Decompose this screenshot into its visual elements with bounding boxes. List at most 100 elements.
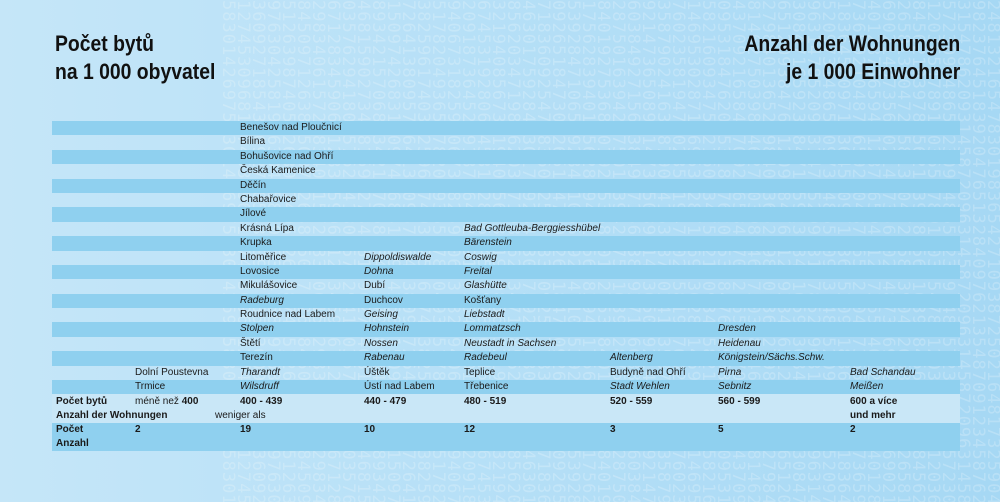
municipality-name: Bad Schandau (850, 366, 916, 378)
municipality-name: Štětí (240, 337, 261, 349)
municipality-name: Liebstadt (464, 309, 505, 321)
municipality-name: Hohnstein (364, 323, 410, 335)
municipality-name: Stadt Wehlen (610, 381, 670, 393)
municipality-table: Benešov nad Ploučnicí Bílina Bohušovice na… (52, 121, 960, 395)
municipality-name: Coswig (464, 251, 497, 263)
municipality-name: Radeburg (240, 294, 284, 306)
count-value-4: 3 (610, 424, 616, 435)
count-label-de: Anzahl (56, 438, 89, 449)
municipality-name: Lovosice (240, 265, 280, 277)
municipality-name: Geising (364, 309, 398, 321)
table-row: Radeburg Duchcov Košťany (52, 293, 960, 309)
municipality-name: Rabenau (364, 352, 405, 364)
table-row: Česká Kamenice (52, 164, 960, 178)
municipality-name: Altenberg (610, 352, 653, 364)
municipality-name: Dohna (364, 265, 394, 277)
count-value-1: 19 (240, 424, 252, 435)
title-german-line-1: Anzahl der Wohnungen (744, 31, 960, 56)
municipality-name: Freital (464, 265, 492, 277)
count-row: Počet Anzahl 2 19 10 12 3 5 2 (52, 423, 960, 451)
municipality-name: Litoměřice (240, 251, 287, 263)
municipality-name: Duchcov (364, 294, 403, 306)
municipality-name: Dolní Poustevna (135, 366, 209, 378)
table-row: Benešov nad Ploučnicí (52, 121, 960, 136)
count-label-cz: Počet (56, 424, 84, 435)
table-row: Mikulášovice Dubí Glashütte (52, 279, 960, 293)
table-row: Terezín Rabenau Radebeul Altenberg Königstei… (52, 351, 960, 366)
municipality-name: Lommatzsch (464, 323, 521, 335)
municipality-name: Třebenice (464, 381, 509, 393)
municipality-name: Dippoldiswalde (364, 251, 432, 263)
count-value-6: 2 (850, 424, 856, 435)
table-row: Roudnice nad Labem Geising Liebstadt (52, 308, 960, 322)
municipality-name: Jílové (240, 208, 267, 220)
range-0-label: méně než 400 (135, 395, 198, 409)
municipality-name: Bílina (240, 136, 266, 148)
count-value-0: 2 (135, 424, 141, 435)
table-row: Lovosice Dohna Freital (52, 264, 960, 280)
municipality-name: Mikulášovice (240, 280, 298, 292)
municipality-name: Krásná Lípa (240, 222, 294, 234)
header-label-de: Anzahl der Wohnungen (56, 410, 168, 421)
municipality-name: Tharandt (240, 366, 281, 378)
municipality-name: Děčín (240, 179, 267, 191)
range-4-label: 520 - 559 (610, 396, 653, 407)
municipality-name: Teplice (464, 366, 496, 378)
table-row: Chabařovice (52, 193, 960, 207)
range-0-label-de: weniger als (215, 410, 266, 421)
range-0-text-a: méně než (135, 396, 179, 407)
table-row: Trmice Wilsdruff Ústí nad Labem Třebenice St… (52, 380, 960, 395)
municipality-name: Radebeul (464, 352, 507, 364)
municipality-name: Bad Gottleuba-Berggiesshübel (464, 222, 601, 234)
municipality-name: Pirna (718, 366, 742, 378)
municipality-name: Krupka (240, 237, 272, 249)
municipality-name: Wilsdruff (240, 381, 279, 393)
table-row: Bílina (52, 135, 960, 149)
municipality-name: Terezín (240, 352, 273, 364)
table-row: Litoměřice Dippoldiswalde Coswig (52, 251, 960, 265)
municipality-name: Meißen (850, 381, 884, 393)
table-row: Krásná Lípa Bad Gottleuba-Berggiesshübel (52, 222, 960, 236)
municipality-name: Budyně nad Ohří (610, 366, 686, 378)
table-row: Stolpen Hohnstein Lommatzsch Dresden (52, 322, 960, 337)
count-value-3: 12 (464, 424, 476, 435)
title-czech-line-2: na 1 000 obyvatel (55, 59, 216, 84)
municipality-name: Sebnitz (718, 381, 752, 393)
municipality-name: Dubí (364, 280, 386, 292)
title-german: Anzahl der Wohnungen je 1 000 Einwohner (744, 30, 960, 86)
title-german-line-2: je 1 000 Einwohner (785, 59, 960, 84)
municipality-name: Česká Kamenice (240, 165, 316, 177)
title-czech-line-1: Počet bytů (55, 31, 154, 56)
header-label-cz: Počet bytů (56, 396, 108, 407)
municipality-name: Chabařovice (240, 193, 297, 205)
municipality-name: Heidenau (718, 337, 761, 349)
municipality-name: Benešov nad Ploučnicí (240, 122, 342, 133)
municipality-name: Stolpen (240, 323, 274, 335)
municipality-name: Dresden (718, 323, 756, 335)
table-row: Jílové (52, 207, 960, 222)
municipality-name: Bärenstein (464, 237, 512, 249)
table-row: Děčín (52, 178, 960, 193)
municipality-name: Roudnice nad Labem (240, 309, 336, 321)
municipality-name: Úštěk (364, 366, 390, 378)
title-czech: Počet bytů na 1 000 obyvatel (55, 30, 215, 86)
range-2-label: 440 - 479 (364, 396, 407, 407)
municipality-name: Bohušovice nad Ohří (240, 150, 334, 162)
range-1-label: 400 - 439 (240, 396, 283, 407)
municipality-name: Košťany (464, 294, 502, 306)
count-value-5: 5 (718, 424, 724, 435)
range-header-row: Počet bytů Anzahl der Wohnungen méně než… (52, 394, 960, 423)
municipality-name: Trmice (135, 381, 166, 393)
municipality-name: Glashütte (464, 280, 507, 292)
range-0-value: 400 (181, 396, 199, 407)
table-row: Štětí Nossen Neustadt in Sachsen Heidenau (52, 337, 960, 351)
municipality-name: Königstein/Sächs.Schw. (718, 352, 825, 364)
table-row: Dolní Poustevna Tharandt Úštěk Teplice Budyn… (52, 366, 960, 380)
table-row: Bohušovice nad Ohří (52, 149, 960, 165)
range-3-label: 480 - 519 (464, 396, 507, 407)
range-6-label: 600 a více (850, 396, 898, 407)
municipality-name: Ústí nad Labem (364, 381, 435, 393)
count-value-2: 10 (364, 424, 376, 435)
range-5-label: 560 - 599 (718, 396, 761, 407)
range-6-label-de: und mehr (850, 410, 896, 421)
